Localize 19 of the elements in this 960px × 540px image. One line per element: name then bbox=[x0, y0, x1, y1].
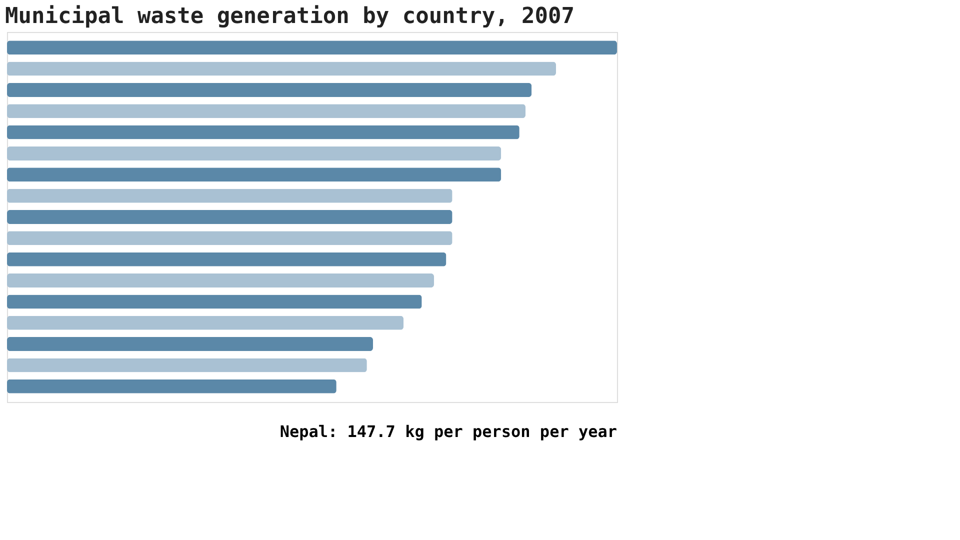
bar bbox=[7, 274, 434, 288]
bar bbox=[7, 210, 452, 224]
bar bbox=[7, 252, 446, 266]
bar bbox=[7, 294, 422, 309]
bar bbox=[7, 82, 532, 97]
bar bbox=[7, 40, 617, 55]
text: Nepal: 147.7 kg per person per year bbox=[280, 422, 617, 441]
bar bbox=[7, 188, 452, 203]
bar bbox=[7, 316, 404, 330]
bar bbox=[7, 379, 336, 394]
bar bbox=[7, 168, 502, 182]
bar bbox=[7, 146, 502, 160]
bar bbox=[7, 337, 373, 352]
bar bbox=[7, 231, 452, 246]
bar bbox=[7, 104, 526, 118]
bar bbox=[7, 62, 556, 76]
chart-title: Municipal waste generation by country, 2007 bbox=[5, 4, 575, 29]
bar bbox=[7, 125, 520, 140]
bar bbox=[7, 358, 367, 372]
